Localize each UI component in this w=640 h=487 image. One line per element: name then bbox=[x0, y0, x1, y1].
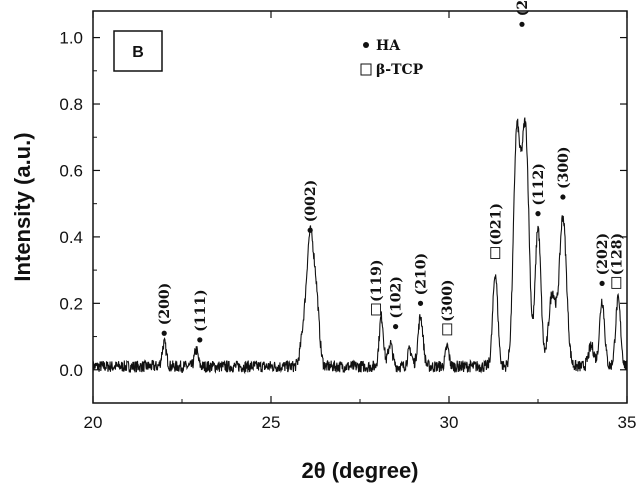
legend-label-btcp: β-TCP bbox=[376, 62, 424, 78]
peak-miller-label: (211) bbox=[515, 0, 531, 16]
x-axis-title: 2θ (degree) bbox=[301, 458, 418, 483]
ha-peak-marker bbox=[535, 211, 541, 217]
peak-miller-label: (200) bbox=[157, 283, 173, 325]
ha-peak-marker bbox=[393, 323, 399, 330]
legend-square-marker bbox=[360, 63, 372, 76]
peak-miller-label: (111) bbox=[193, 289, 209, 331]
btcp-peak-marker bbox=[371, 303, 381, 316]
x-tick-label: 25 bbox=[262, 413, 281, 432]
y-axis-title: Intensity (a.u.) bbox=[10, 132, 35, 281]
peak-miller-label: (002) bbox=[303, 180, 319, 222]
x-tick-label: 35 bbox=[618, 413, 637, 432]
ha-peak-marker bbox=[307, 227, 313, 233]
y-tick-label: 0.4 bbox=[59, 228, 83, 247]
ha-peak-marker bbox=[161, 330, 167, 336]
btcp-peak-marker bbox=[490, 247, 501, 259]
y-tick-label: 0.6 bbox=[59, 161, 83, 180]
diffraction-trace bbox=[92, 117, 628, 375]
ha-peak-marker bbox=[599, 280, 605, 287]
panel-label-box: B bbox=[113, 30, 163, 72]
peak-annotations: (200) (111) (002) (119) (102) (210) (300) (021)… bbox=[157, 0, 625, 343]
peak-miller-label: (021) bbox=[488, 203, 504, 245]
btcp-peak-marker bbox=[442, 323, 453, 336]
legend: HA β-TCP bbox=[360, 38, 424, 78]
peak-miller-label: (300) bbox=[556, 147, 572, 189]
x-tick-label: 20 bbox=[84, 413, 103, 432]
peak-miller-label: (210) bbox=[414, 253, 430, 295]
ha-peak-marker bbox=[519, 21, 525, 27]
y-tick-label: 0.2 bbox=[59, 294, 83, 313]
panel-label: B bbox=[132, 44, 144, 61]
x-tick-label: 30 bbox=[440, 413, 459, 432]
peak-miller-label: (300) bbox=[440, 279, 456, 321]
legend-label-ha: HA bbox=[376, 38, 401, 54]
btcp-peak-marker bbox=[611, 276, 622, 289]
y-tick-label: 0.8 bbox=[59, 95, 83, 114]
legend-dot-marker bbox=[363, 42, 369, 48]
peak-miller-label: (112) bbox=[531, 163, 547, 205]
peak-miller-label: (102) bbox=[389, 276, 405, 318]
plot-area bbox=[92, 10, 628, 404]
y-tick-label: 0.0 bbox=[59, 361, 83, 380]
peak-miller-label: (119) bbox=[369, 259, 385, 301]
y-tick-label: 1.0 bbox=[59, 29, 83, 48]
ha-peak-marker bbox=[560, 194, 566, 200]
peak-miller-label: (202) bbox=[595, 233, 611, 275]
ha-peak-marker bbox=[417, 300, 424, 306]
peak-miller-label: (128) bbox=[609, 233, 625, 275]
ha-peak-marker bbox=[197, 337, 203, 343]
